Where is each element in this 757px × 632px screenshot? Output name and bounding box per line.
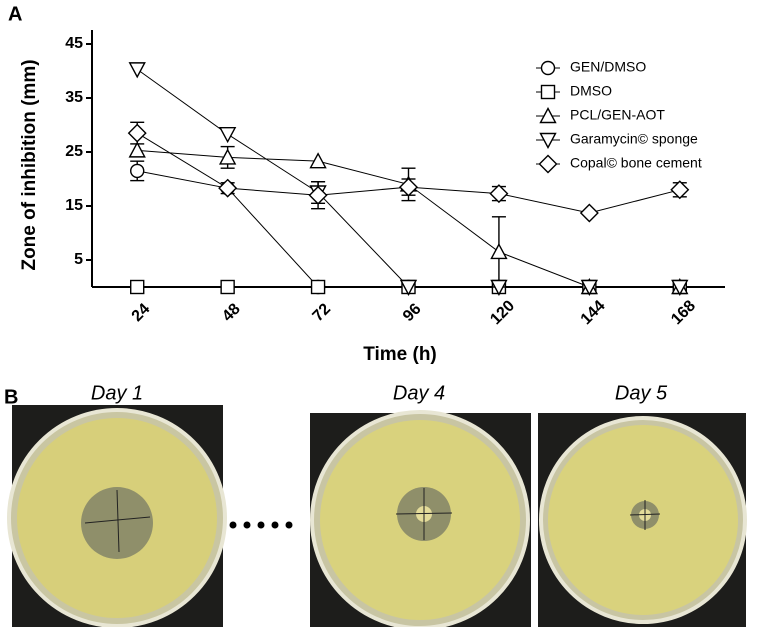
data-point [671, 279, 689, 296]
y-axis-label: Zone of inhibition (mm) [19, 59, 40, 270]
data-point [218, 178, 238, 198]
y-tick-label: 5 [74, 251, 83, 268]
legend-marker [540, 84, 556, 100]
legend-marker [540, 60, 556, 76]
data-point [490, 242, 508, 260]
plate-photo [7, 405, 227, 628]
x-axis-label: Time (h) [363, 344, 437, 365]
y-tick-label: 25 [65, 143, 83, 160]
data-point [489, 184, 509, 204]
panel-label: A [8, 3, 22, 25]
data-point [399, 279, 418, 296]
data-point [580, 279, 599, 296]
x-tick-label: 144 [578, 297, 609, 328]
data-point [670, 180, 690, 200]
panel-label: B [4, 386, 18, 408]
photo-label: Day 4 [393, 382, 445, 404]
data-point [399, 177, 418, 197]
x-tick-label: 72 [310, 300, 335, 325]
plate-photo [310, 410, 531, 630]
legend-label: GEN/DMSO [570, 59, 646, 75]
data-point [130, 163, 145, 179]
legend-label: Garamycin© sponge [570, 131, 698, 147]
data-point [579, 203, 599, 223]
legend-label: PCL/GEN-AOT [570, 107, 665, 123]
data-point [309, 152, 327, 169]
x-tick-label: 24 [129, 300, 154, 325]
x-tick-label: 168 [668, 297, 699, 328]
legend-marker [539, 107, 557, 124]
y-tick-label: 15 [65, 197, 83, 214]
data-point [218, 148, 237, 165]
photo-label: Day 5 [615, 382, 668, 404]
x-tick-label: 96 [400, 300, 425, 325]
ellipsis [229, 521, 293, 529]
legend-label: Copal© bone cement [570, 155, 702, 171]
data-point [128, 141, 146, 158]
plate-photo [538, 413, 747, 627]
data-point [220, 279, 235, 295]
data-point [310, 279, 326, 295]
x-tick-label: 120 [487, 297, 518, 328]
photo-label: Day 1 [91, 382, 143, 404]
data-point [218, 126, 237, 144]
legend-label: DMSO [570, 83, 612, 99]
x-tick-label: 48 [219, 300, 244, 325]
data-point [128, 62, 146, 79]
legend-marker [538, 154, 558, 174]
data-point [308, 185, 328, 205]
y-tick-label: 35 [65, 89, 83, 106]
data-point [127, 123, 147, 143]
y-tick-label: 45 [65, 35, 83, 52]
data-point [490, 279, 508, 296]
legend-marker [539, 132, 557, 149]
data-point [130, 279, 145, 295]
